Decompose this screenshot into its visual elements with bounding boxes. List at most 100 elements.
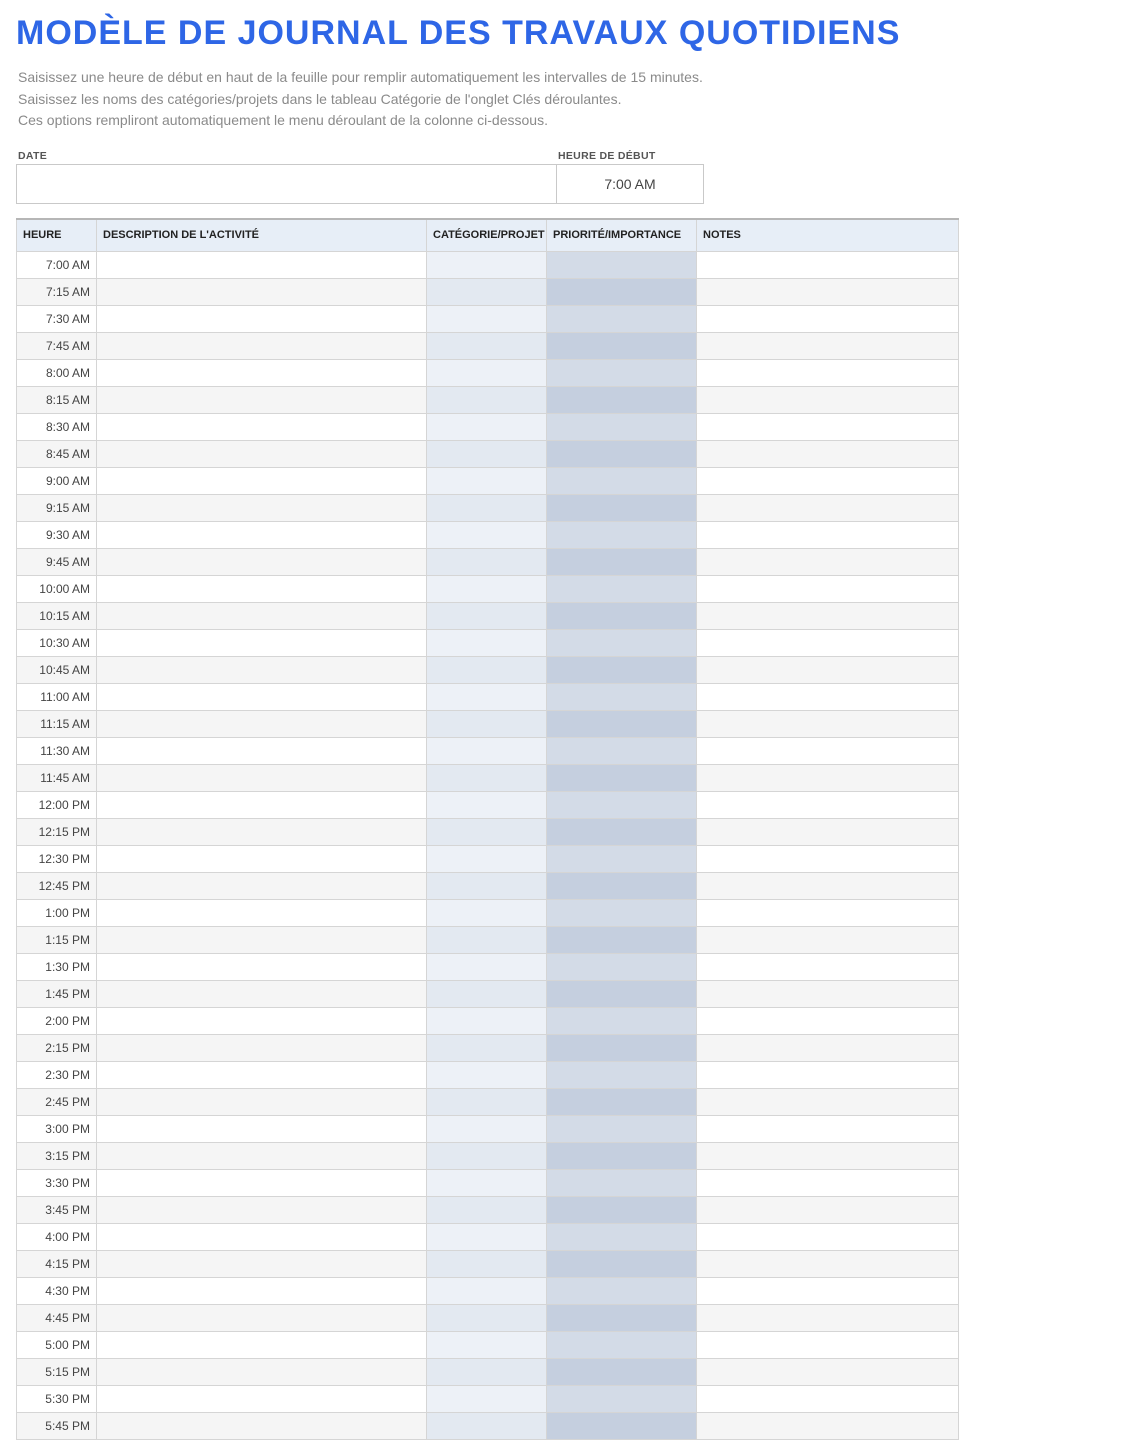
priority-cell[interactable] (547, 1412, 697, 1439)
notes-cell[interactable] (697, 1169, 959, 1196)
notes-cell[interactable] (697, 386, 959, 413)
priority-cell[interactable] (547, 1034, 697, 1061)
description-cell[interactable] (97, 1250, 427, 1277)
description-cell[interactable] (97, 1385, 427, 1412)
description-cell[interactable] (97, 440, 427, 467)
category-cell[interactable] (427, 818, 547, 845)
category-cell[interactable] (427, 602, 547, 629)
category-cell[interactable] (427, 575, 547, 602)
notes-cell[interactable] (697, 1412, 959, 1439)
priority-cell[interactable] (547, 1061, 697, 1088)
description-cell[interactable] (97, 791, 427, 818)
notes-cell[interactable] (697, 764, 959, 791)
category-cell[interactable] (427, 521, 547, 548)
category-cell[interactable] (427, 467, 547, 494)
description-cell[interactable] (97, 1412, 427, 1439)
notes-cell[interactable] (697, 818, 959, 845)
notes-cell[interactable] (697, 1223, 959, 1250)
category-cell[interactable] (427, 1007, 547, 1034)
notes-cell[interactable] (697, 953, 959, 980)
category-cell[interactable] (427, 980, 547, 1007)
description-cell[interactable] (97, 845, 427, 872)
priority-cell[interactable] (547, 386, 697, 413)
category-cell[interactable] (427, 656, 547, 683)
description-cell[interactable] (97, 1061, 427, 1088)
priority-cell[interactable] (547, 1304, 697, 1331)
notes-cell[interactable] (697, 332, 959, 359)
description-cell[interactable] (97, 818, 427, 845)
priority-cell[interactable] (547, 1169, 697, 1196)
priority-cell[interactable] (547, 1358, 697, 1385)
description-cell[interactable] (97, 1169, 427, 1196)
category-cell[interactable] (427, 683, 547, 710)
category-cell[interactable] (427, 845, 547, 872)
notes-cell[interactable] (697, 899, 959, 926)
priority-cell[interactable] (547, 953, 697, 980)
priority-cell[interactable] (547, 1142, 697, 1169)
notes-cell[interactable] (697, 980, 959, 1007)
description-cell[interactable] (97, 710, 427, 737)
notes-cell[interactable] (697, 602, 959, 629)
notes-cell[interactable] (697, 1196, 959, 1223)
description-cell[interactable] (97, 737, 427, 764)
notes-cell[interactable] (697, 629, 959, 656)
priority-cell[interactable] (547, 521, 697, 548)
description-cell[interactable] (97, 1115, 427, 1142)
category-cell[interactable] (427, 1223, 547, 1250)
priority-cell[interactable] (547, 845, 697, 872)
category-cell[interactable] (427, 1385, 547, 1412)
notes-cell[interactable] (697, 440, 959, 467)
category-cell[interactable] (427, 1304, 547, 1331)
priority-cell[interactable] (547, 1277, 697, 1304)
description-cell[interactable] (97, 521, 427, 548)
priority-cell[interactable] (547, 683, 697, 710)
notes-cell[interactable] (697, 1061, 959, 1088)
notes-cell[interactable] (697, 305, 959, 332)
description-cell[interactable] (97, 1142, 427, 1169)
description-cell[interactable] (97, 359, 427, 386)
notes-cell[interactable] (697, 791, 959, 818)
description-cell[interactable] (97, 629, 427, 656)
description-cell[interactable] (97, 1277, 427, 1304)
category-cell[interactable] (427, 1142, 547, 1169)
date-input[interactable] (16, 164, 556, 204)
priority-cell[interactable] (547, 1385, 697, 1412)
category-cell[interactable] (427, 1115, 547, 1142)
category-cell[interactable] (427, 764, 547, 791)
priority-cell[interactable] (547, 359, 697, 386)
notes-cell[interactable] (697, 1115, 959, 1142)
description-cell[interactable] (97, 1331, 427, 1358)
category-cell[interactable] (427, 251, 547, 278)
priority-cell[interactable] (547, 764, 697, 791)
priority-cell[interactable] (547, 629, 697, 656)
description-cell[interactable] (97, 1034, 427, 1061)
category-cell[interactable] (427, 953, 547, 980)
priority-cell[interactable] (547, 440, 697, 467)
description-cell[interactable] (97, 575, 427, 602)
category-cell[interactable] (427, 629, 547, 656)
category-cell[interactable] (427, 1061, 547, 1088)
description-cell[interactable] (97, 872, 427, 899)
category-cell[interactable] (427, 1331, 547, 1358)
notes-cell[interactable] (697, 1304, 959, 1331)
description-cell[interactable] (97, 251, 427, 278)
notes-cell[interactable] (697, 656, 959, 683)
priority-cell[interactable] (547, 872, 697, 899)
priority-cell[interactable] (547, 494, 697, 521)
priority-cell[interactable] (547, 926, 697, 953)
category-cell[interactable] (427, 332, 547, 359)
description-cell[interactable] (97, 305, 427, 332)
description-cell[interactable] (97, 413, 427, 440)
notes-cell[interactable] (697, 1277, 959, 1304)
description-cell[interactable] (97, 386, 427, 413)
priority-cell[interactable] (547, 980, 697, 1007)
description-cell[interactable] (97, 953, 427, 980)
notes-cell[interactable] (697, 737, 959, 764)
notes-cell[interactable] (697, 1250, 959, 1277)
description-cell[interactable] (97, 899, 427, 926)
category-cell[interactable] (427, 440, 547, 467)
category-cell[interactable] (427, 359, 547, 386)
category-cell[interactable] (427, 1088, 547, 1115)
description-cell[interactable] (97, 1358, 427, 1385)
description-cell[interactable] (97, 1223, 427, 1250)
